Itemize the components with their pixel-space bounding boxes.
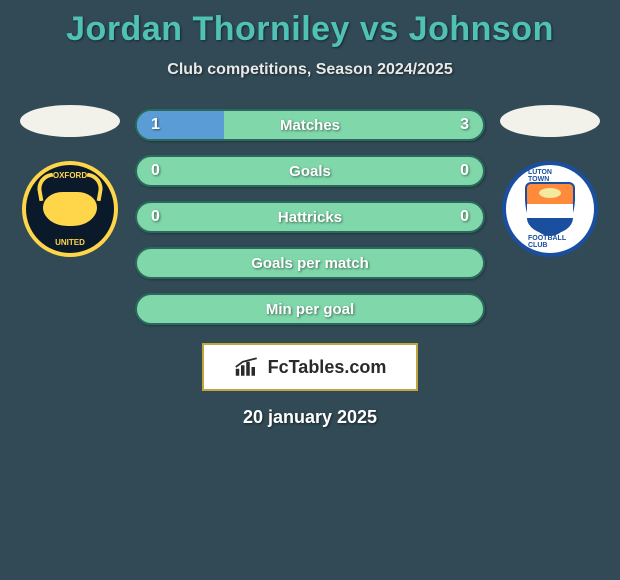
stat-label: Matches bbox=[280, 117, 340, 134]
ox-head-icon bbox=[43, 192, 97, 226]
branding-box: FcTables.com bbox=[202, 343, 418, 391]
right-side: LUTON TOWN FOOTBALL CLUB bbox=[495, 109, 605, 257]
stat-bar: 0 Hattricks 0 bbox=[135, 201, 485, 233]
crest-text-top: LUTON TOWN bbox=[528, 169, 572, 183]
stat-bar: 1 Matches 3 bbox=[135, 109, 485, 141]
left-side: OXFORD UNITED bbox=[15, 109, 125, 257]
stat-label: Min per goal bbox=[266, 301, 354, 318]
crest-text-bottom: UNITED bbox=[26, 238, 114, 247]
stat-value-right: 0 bbox=[460, 162, 469, 180]
subtitle: Club competitions, Season 2024/2025 bbox=[0, 61, 620, 79]
luton-town-crest: LUTON TOWN FOOTBALL CLUB bbox=[502, 161, 598, 257]
stat-bar: 0 Goals 0 bbox=[135, 155, 485, 187]
shield-icon bbox=[525, 182, 575, 236]
stat-label: Goals per match bbox=[251, 255, 369, 272]
stat-bar: Min per goal bbox=[135, 293, 485, 325]
stat-label: Goals bbox=[289, 163, 331, 180]
page-title: Jordan Thorniley vs Johnson bbox=[0, 0, 620, 49]
stat-bar: Goals per match bbox=[135, 247, 485, 279]
stat-value-left: 1 bbox=[151, 116, 160, 134]
stat-value-right: 3 bbox=[460, 116, 469, 134]
stats-list: 1 Matches 3 0 Goals 0 0 Hattricks 0 Goals per mat… bbox=[135, 109, 485, 325]
footer-date: 20 january 2025 bbox=[0, 407, 620, 428]
right-player-placeholder bbox=[500, 105, 600, 137]
crest-text-bottom: FOOTBALL CLUB bbox=[528, 235, 572, 249]
stat-value-right: 0 bbox=[460, 208, 469, 226]
left-player-placeholder bbox=[20, 105, 120, 137]
bar-chart-icon bbox=[234, 356, 262, 378]
branding-text: FcTables.com bbox=[268, 357, 387, 378]
stat-fill bbox=[137, 111, 224, 139]
stat-label: Hattricks bbox=[278, 209, 342, 226]
stat-value-left: 0 bbox=[151, 208, 160, 226]
hat-icon bbox=[539, 188, 561, 198]
comparison-section: OXFORD UNITED 1 Matches 3 0 Goals 0 0 Hattricks… bbox=[0, 109, 620, 325]
oxford-united-crest: OXFORD UNITED bbox=[22, 161, 118, 257]
stat-value-left: 0 bbox=[151, 162, 160, 180]
